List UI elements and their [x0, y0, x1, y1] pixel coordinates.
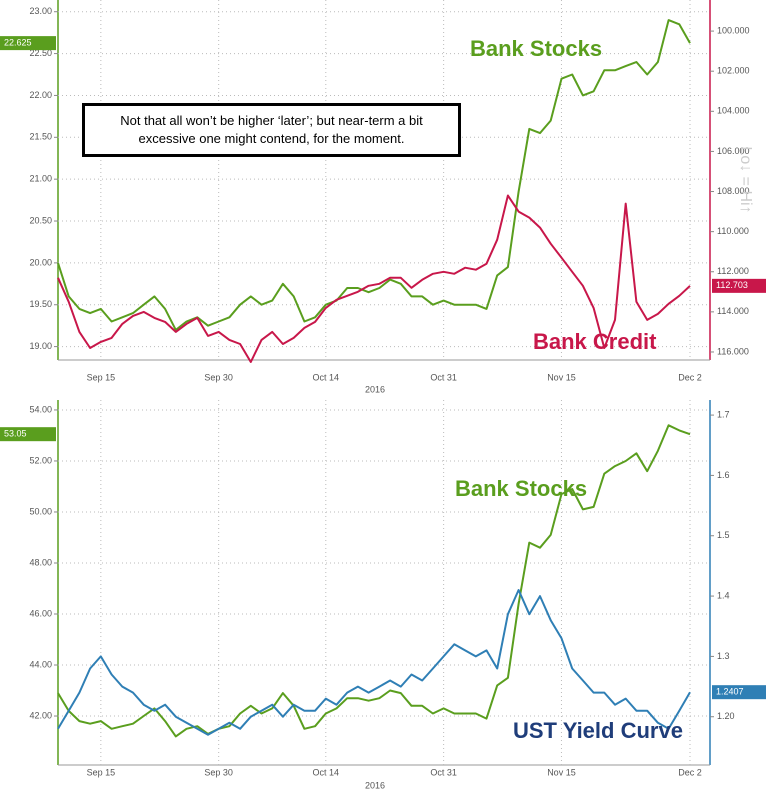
- y-tick-label: 20.00: [29, 257, 52, 267]
- y-tick-label: 52.00: [29, 455, 52, 465]
- series-line: [57, 19, 691, 331]
- x-axis-label: 2016: [365, 780, 385, 790]
- y-tick-label: 46.00: [29, 608, 52, 618]
- y-tick-label: 23.00: [29, 6, 52, 16]
- series-label: Bank Credit: [533, 329, 657, 354]
- value-label: 112.703: [716, 280, 748, 290]
- y2-tick-label: 112.000: [717, 266, 749, 276]
- x-tick-label: Oct 31: [430, 767, 457, 777]
- y2-tick-label: 1.20: [717, 711, 735, 721]
- value-label: 1.2407: [716, 687, 744, 697]
- x-tick-label: Sep 15: [87, 767, 116, 777]
- x-tick-label: Sep 30: [204, 372, 233, 382]
- x-tick-label: Oct 14: [313, 767, 340, 777]
- y2-tick-label: 1.5: [717, 530, 730, 540]
- y-tick-label: 21.00: [29, 174, 52, 184]
- y-tick-label: 44.00: [29, 659, 52, 669]
- y-tick-label: 42.00: [29, 710, 52, 720]
- x-tick-label: Dec 2: [678, 767, 702, 777]
- y2-tick-label: 114.000: [717, 306, 749, 316]
- series-label: UST Yield Curve: [513, 718, 683, 743]
- y2-tick-label: 110.000: [717, 226, 749, 236]
- y2-tick-label: 116.000: [717, 346, 749, 356]
- y2-tick-label: 1.3: [717, 651, 730, 661]
- y2-tick-label: 102.000: [717, 66, 750, 76]
- y2-tick-label: 108.000: [717, 186, 750, 196]
- value-label: 53.05: [4, 429, 27, 439]
- y2-tick-label: 1.4: [717, 590, 730, 600]
- x-tick-label: Dec 2: [678, 372, 702, 382]
- value-box: [712, 278, 766, 293]
- x-tick-label: Nov 15: [547, 372, 576, 382]
- value-box: [0, 36, 56, 51]
- value-box: [712, 685, 766, 700]
- annotation: Not that all won’t be higher ‘later’; bu…: [82, 103, 461, 157]
- y2-tick-label: 1.7: [717, 409, 730, 419]
- y2-axis-label: Lo↓ = Hi↑: [737, 146, 754, 213]
- y2-tick-label: 104.000: [717, 106, 750, 116]
- y-tick-label: 21.50: [29, 132, 52, 142]
- y2-tick-label: 1.6: [717, 470, 730, 480]
- x-tick-label: Nov 15: [547, 767, 576, 777]
- y-tick-label: 20.50: [29, 215, 52, 225]
- x-axis-label: 2016: [365, 384, 385, 394]
- y-tick-label: 19.00: [29, 341, 52, 351]
- series-line: [57, 589, 691, 736]
- value-label: 22.625: [4, 37, 32, 47]
- series-line: [57, 194, 691, 363]
- y-tick-label: 22.50: [29, 48, 52, 58]
- series-line: [57, 424, 691, 738]
- y-tick-label: 19.50: [29, 299, 52, 309]
- series-label: Bank Stocks: [470, 36, 602, 61]
- y-tick-label: 54.00: [29, 404, 52, 414]
- x-tick-label: Oct 14: [313, 372, 340, 382]
- value-box: [0, 427, 56, 442]
- x-tick-label: Sep 15: [87, 372, 116, 382]
- y-tick-label: 48.00: [29, 557, 52, 567]
- x-tick-label: Oct 31: [430, 372, 457, 382]
- y-tick-label: 22.00: [29, 90, 52, 100]
- y2-tick-label: 100.000: [717, 25, 750, 35]
- series-label: Bank Stocks: [455, 476, 587, 501]
- x-tick-label: Sep 30: [204, 767, 233, 777]
- y2-tick-label: 106.000: [717, 146, 750, 156]
- y-tick-label: 50.00: [29, 506, 52, 516]
